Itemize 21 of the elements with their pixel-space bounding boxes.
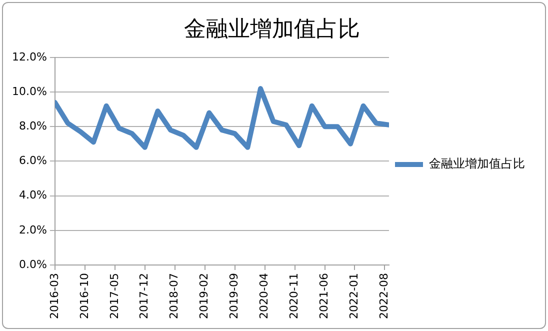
y-tick-label: 6.0% <box>18 154 47 168</box>
y-tick-label: 10.0% <box>12 84 47 98</box>
x-tick-label: 2018-07 <box>168 273 181 320</box>
y-tick-label: 4.0% <box>18 188 47 202</box>
y-tick-label: 8.0% <box>18 119 47 132</box>
x-tick-label: 2019-09 <box>228 273 241 320</box>
x-tick-label: 2022-08 <box>378 273 391 320</box>
x-tick-label: 2019-02 <box>198 273 211 320</box>
y-tick-label: 12.0% <box>12 50 47 64</box>
legend-label: 金融业增加值占比 <box>429 156 525 171</box>
x-tick-label: 2020-11 <box>288 273 301 320</box>
y-tick-label: 0.0% <box>18 258 47 271</box>
x-tick-label: 2021-06 <box>318 273 331 320</box>
chart-title: 金融业增加值占比 <box>184 16 360 42</box>
x-tick-label: 2017-05 <box>108 273 121 320</box>
x-tick-label: 2016-10 <box>78 273 91 320</box>
x-tick-label: 2022-01 <box>348 273 361 320</box>
x-tick-label: 2017-12 <box>138 273 151 320</box>
x-tick-label: 2016-03 <box>48 273 61 320</box>
y-tick-label: 2.0% <box>18 223 47 236</box>
x-tick-label: 2020-04 <box>258 273 271 320</box>
